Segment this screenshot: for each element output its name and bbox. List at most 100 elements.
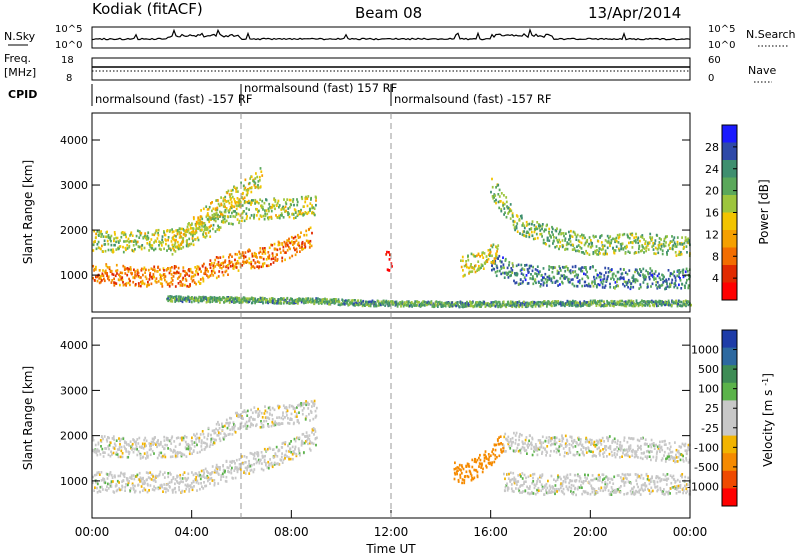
- range-cell: [163, 230, 165, 233]
- range-cell: [681, 243, 684, 246]
- range-cell: [627, 300, 630, 304]
- range-cell: [138, 478, 141, 481]
- range-cell: [621, 272, 624, 275]
- range-cell: [237, 190, 239, 193]
- range-cell: [128, 244, 131, 248]
- range-cell: [289, 447, 292, 450]
- range-cell: [161, 282, 163, 286]
- range-cell: [351, 299, 354, 302]
- range-cell: [407, 302, 409, 306]
- range-cell: [619, 267, 622, 271]
- range-cell: [221, 472, 224, 476]
- range-cell: [178, 295, 181, 298]
- range-cell: [502, 271, 504, 275]
- range-cell: [174, 454, 177, 458]
- range-cell: [666, 253, 668, 256]
- range-cell: [95, 247, 98, 251]
- range-cell: [235, 204, 238, 207]
- range-cell: [525, 224, 528, 227]
- range-cell: [303, 233, 306, 237]
- range-cell: [394, 303, 397, 306]
- range-cell: [525, 220, 528, 224]
- range-cell: [173, 266, 176, 270]
- range-cell: [282, 417, 285, 421]
- range-cell: [313, 404, 315, 408]
- range-cell: [499, 259, 502, 263]
- range-cell: [532, 303, 535, 306]
- range-cell: [237, 468, 240, 471]
- range-cell: [606, 252, 608, 256]
- range-cell: [248, 416, 251, 420]
- range-cell: [291, 297, 293, 301]
- range-cell: [217, 473, 220, 476]
- range-cell: [148, 241, 151, 244]
- range-cell: [187, 476, 190, 480]
- range-cell: [189, 485, 192, 489]
- range-cell: [572, 271, 575, 274]
- range-cell: [594, 282, 596, 285]
- range-cell: [139, 457, 142, 460]
- range-cell: [291, 453, 294, 456]
- range-cell: [182, 296, 185, 299]
- range-cell: [561, 245, 564, 249]
- range-cell: [250, 296, 253, 300]
- range-cell: [671, 272, 674, 276]
- range-cell: [270, 297, 273, 300]
- range-cell: [501, 451, 503, 454]
- range-cell: [116, 488, 119, 492]
- feature-0: [92, 226, 313, 288]
- range-cell: [539, 229, 542, 232]
- range-cell: [571, 235, 574, 238]
- range-cell: [180, 295, 182, 299]
- range-cell: [196, 271, 199, 274]
- range-cell: [148, 448, 151, 452]
- range-cell: [278, 405, 281, 409]
- range-cell: [128, 479, 130, 483]
- range-cell: [99, 275, 102, 278]
- range-cell: [616, 300, 619, 304]
- range-cell: [275, 462, 278, 466]
- range-cell: [380, 302, 383, 305]
- range-cell: [96, 453, 99, 457]
- range-cell: [268, 256, 270, 259]
- range-cell: [400, 305, 402, 308]
- range-cell: [318, 298, 321, 301]
- range-cell: [534, 278, 537, 281]
- range-cell: [233, 197, 236, 201]
- range-cell: [649, 304, 651, 308]
- range-cell: [509, 274, 511, 278]
- range-cell: [481, 470, 484, 474]
- range-cell: [490, 463, 493, 466]
- range-cell: [270, 461, 273, 465]
- range-cell: [153, 485, 155, 488]
- range-cell: [502, 201, 504, 205]
- range-cell: [502, 203, 505, 206]
- range-cell: [259, 298, 262, 302]
- range-cell: [582, 234, 585, 237]
- range-cell: [153, 488, 156, 492]
- range-cell: [558, 230, 561, 234]
- range-cell: [283, 300, 285, 304]
- range-cell: [210, 437, 213, 441]
- range-cell: [539, 439, 542, 442]
- range-cell: [225, 421, 228, 425]
- range-cell: [174, 449, 176, 453]
- range-cell: [181, 477, 184, 480]
- range-cell: [169, 455, 172, 459]
- range-cell: [554, 266, 557, 269]
- range-cell: [442, 305, 444, 308]
- range-cell: [179, 227, 182, 231]
- range-cell: [623, 268, 625, 271]
- range-cell: [107, 436, 109, 439]
- range-cell: [223, 300, 226, 303]
- range-cell: [167, 297, 169, 300]
- range-cell: [479, 267, 481, 270]
- range-cell: [213, 215, 216, 218]
- range-cell: [298, 297, 300, 300]
- nsearch-label: N.Search: [746, 28, 796, 41]
- range-cell: [132, 244, 135, 247]
- range-cell: [215, 463, 218, 467]
- range-cell: [665, 235, 667, 238]
- range-cell: [580, 251, 583, 254]
- range-cell: [199, 218, 201, 222]
